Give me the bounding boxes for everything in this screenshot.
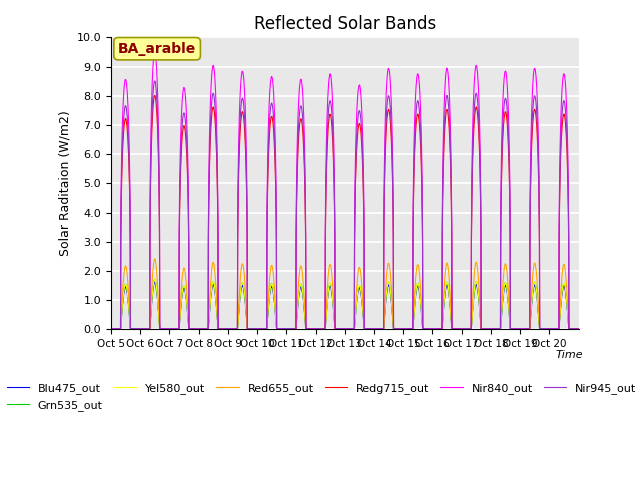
Red655_out — [511, 326, 519, 332]
Redg715_out — [511, 326, 519, 332]
Line: Blu475_out: Blu475_out — [111, 282, 579, 329]
Line: Nir945_out: Nir945_out — [111, 81, 579, 329]
Nir945_out — [568, 326, 576, 332]
Nir945_out — [154, 123, 162, 129]
Redg715_out — [372, 326, 380, 332]
Text: BA_arable: BA_arable — [118, 42, 196, 56]
Blu475_out — [151, 279, 159, 285]
Redg715_out — [396, 326, 403, 332]
Yel580_out — [255, 326, 262, 332]
Redg715_out — [568, 326, 576, 332]
Yel580_out — [154, 299, 162, 305]
Blu475_out — [575, 326, 582, 332]
Line: Red655_out: Red655_out — [111, 259, 579, 329]
Nir840_out — [154, 99, 162, 105]
Nir840_out — [575, 326, 582, 332]
Blu475_out — [511, 326, 519, 332]
Blu475_out — [255, 326, 262, 332]
Legend: Blu475_out, Grn535_out, Yel580_out, Red655_out, Redg715_out, Nir840_out, Nir945_: Blu475_out, Grn535_out, Yel580_out, Red6… — [2, 379, 640, 415]
Nir840_out — [568, 326, 576, 332]
Redg715_out — [151, 93, 159, 98]
Grn535_out — [485, 326, 493, 332]
Blu475_out — [154, 301, 162, 307]
Grn535_out — [107, 326, 115, 332]
Yel580_out — [485, 326, 493, 332]
Yel580_out — [151, 276, 159, 282]
Redg715_out — [485, 326, 493, 332]
Red655_out — [107, 326, 115, 332]
Nir840_out — [107, 326, 115, 332]
Red655_out — [151, 256, 159, 262]
Yel580_out — [290, 326, 298, 332]
Yel580_out — [372, 326, 380, 332]
Nir945_out — [273, 326, 281, 332]
Redg715_out — [107, 326, 115, 332]
Red655_out — [575, 326, 582, 332]
Line: Redg715_out: Redg715_out — [111, 96, 579, 329]
Line: Nir840_out: Nir840_out — [111, 51, 579, 329]
Blu475_out — [524, 326, 532, 332]
Y-axis label: Solar Raditaion (W/m2): Solar Raditaion (W/m2) — [58, 110, 71, 256]
Nir840_out — [372, 326, 380, 332]
Nir840_out — [511, 326, 519, 332]
Yel580_out — [511, 326, 519, 332]
Red655_out — [485, 326, 493, 332]
Line: Yel580_out: Yel580_out — [111, 279, 579, 329]
Red655_out — [255, 326, 262, 332]
Grn535_out — [372, 326, 380, 332]
Blu475_out — [372, 326, 380, 332]
Redg715_out — [575, 326, 582, 332]
Yel580_out — [107, 326, 115, 332]
Blu475_out — [568, 326, 576, 332]
Red655_out — [372, 326, 380, 332]
Grn535_out — [575, 326, 582, 332]
Grn535_out — [151, 276, 159, 282]
Line: Grn535_out: Grn535_out — [111, 279, 579, 329]
Title: Reflected Solar Bands: Reflected Solar Bands — [253, 15, 436, 33]
Nir840_out — [394, 326, 401, 332]
Nir945_out — [511, 326, 519, 332]
Text: Time: Time — [556, 350, 583, 360]
Nir945_out — [151, 78, 159, 84]
Nir945_out — [485, 326, 493, 332]
Grn535_out — [511, 326, 519, 332]
Yel580_out — [568, 326, 576, 332]
Nir945_out — [575, 326, 582, 332]
Redg715_out — [255, 326, 262, 332]
Nir840_out — [151, 48, 159, 54]
Yel580_out — [575, 326, 582, 332]
Redg715_out — [154, 135, 162, 141]
Nir945_out — [372, 326, 380, 332]
Grn535_out — [154, 299, 162, 305]
Red655_out — [154, 288, 162, 293]
Grn535_out — [568, 326, 576, 332]
Grn535_out — [255, 326, 262, 332]
Red655_out — [257, 326, 264, 332]
Red655_out — [568, 326, 576, 332]
Nir840_out — [255, 326, 262, 332]
Blu475_out — [485, 326, 493, 332]
Nir945_out — [255, 326, 262, 332]
Blu475_out — [107, 326, 115, 332]
Nir945_out — [107, 326, 115, 332]
Grn535_out — [422, 326, 430, 332]
Nir840_out — [485, 326, 493, 332]
